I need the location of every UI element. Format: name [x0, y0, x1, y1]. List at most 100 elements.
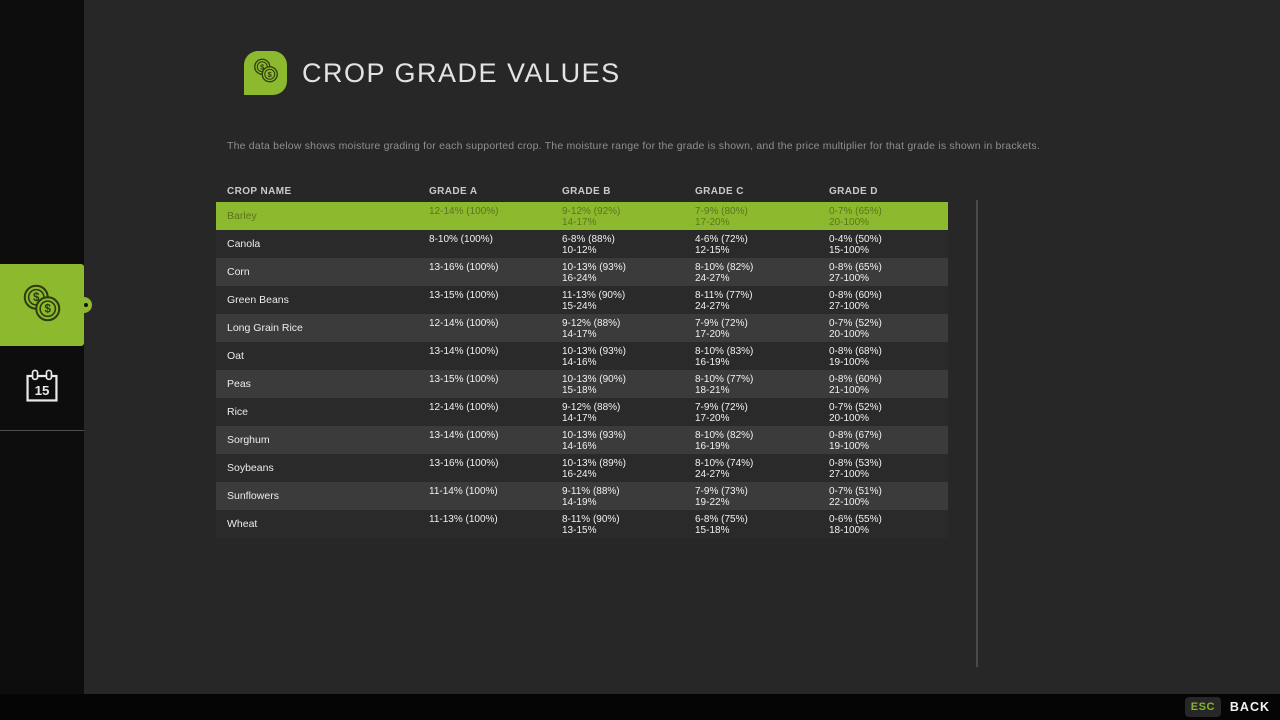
table-row[interactable]: Corn 13-16% (100%) 10-13% (93%) 16-24% 8-… [216, 258, 948, 286]
grade-value-line: 16-19% [695, 441, 730, 452]
grade-c-cell: 8-10% (74%) 24-27% [695, 454, 829, 482]
grade-b-cell: 9-12% (88%) 14-17% [562, 314, 695, 342]
active-tab-dot [84, 303, 88, 307]
grade-value-line: 13-15% (100%) [429, 374, 499, 385]
grade-value-line: 17-20% [695, 329, 730, 340]
table-row[interactable]: Rice 12-14% (100%) 9-12% (88%) 14-17% 7-9… [216, 398, 948, 426]
grade-d-cell: 0-8% (60%) 27-100% [829, 286, 948, 314]
grade-value-line: 27-100% [829, 301, 870, 312]
grade-c-cell: 8-10% (82%) 24-27% [695, 258, 829, 286]
grade-b-cell: 11-13% (90%) 15-24% [562, 286, 695, 314]
column-header-grade-c: GRADE C [695, 185, 744, 197]
grade-value-line: 0-7% (52%) [829, 318, 882, 329]
grade-value-line: 6-8% (88%) [562, 234, 615, 245]
table-row[interactable]: Peas 13-15% (100%) 10-13% (90%) 15-18% 8-… [216, 370, 948, 398]
grade-value-line: 10-13% (93%) [562, 430, 626, 441]
grade-value-line: 15-24% [562, 301, 597, 312]
grade-c-cell: 7-9% (73%) 19-22% [695, 482, 829, 510]
grade-c-cell: 6-8% (75%) 15-18% [695, 510, 829, 538]
grade-value-line: 9-12% (92%) [562, 206, 621, 217]
column-header-grade-d: GRADE D [829, 185, 878, 197]
grade-d-cell: 0-4% (50%) 15-100% [829, 230, 948, 258]
grade-a-cell: 13-14% (100%) [429, 342, 562, 370]
grade-value-line: 10-12% [562, 245, 597, 256]
grade-value-line: 15-18% [562, 385, 597, 396]
grade-d-cell: 0-7% (65%) 20-100% [829, 202, 948, 230]
grade-value-line: 19-100% [829, 441, 870, 452]
grade-value-line: 21-100% [829, 385, 870, 396]
table-row[interactable]: Canola 8-10% (100%) 6-8% (88%) 10-12% 4-6… [216, 230, 948, 258]
grade-d-cell: 0-7% (52%) 20-100% [829, 398, 948, 426]
grade-value-line: 27-100% [829, 469, 870, 480]
grade-b-cell: 6-8% (88%) 10-12% [562, 230, 695, 258]
grade-value-line: 0-8% (68%) [829, 346, 882, 357]
grade-value-line: 4-6% (72%) [695, 234, 748, 245]
grade-value-line: 20-100% [829, 413, 870, 424]
grade-value-line: 0-7% (65%) [829, 206, 882, 217]
table-row[interactable]: Sunflowers 11-14% (100%) 9-11% (88%) 14-1… [216, 482, 948, 510]
crop-name-cell: Sunflowers [227, 490, 279, 502]
crop-name-cell: Green Beans [227, 294, 289, 306]
grade-value-line: 10-13% (90%) [562, 374, 626, 385]
svg-text:$: $ [260, 62, 265, 71]
grade-value-line: 12-14% (100%) [429, 402, 499, 413]
grade-value-line: 8-10% (100%) [429, 234, 493, 245]
grade-value-line: 13-16% (100%) [429, 458, 499, 469]
crop-name-cell: Wheat [227, 518, 258, 530]
grade-value-line: 13-14% (100%) [429, 430, 499, 441]
sidebar-tab-crop-prices[interactable]: $ $ [0, 264, 92, 346]
grade-c-cell: 7-9% (72%) 17-20% [695, 314, 829, 342]
grade-value-line: 17-20% [695, 413, 730, 424]
grade-value-line: 7-9% (72%) [695, 402, 748, 413]
crop-name-cell: Sorghum [227, 434, 270, 446]
grade-value-line: 7-9% (72%) [695, 318, 748, 329]
table-row[interactable]: Barley 12-14% (100%) 9-12% (92%) 14-17% 7… [216, 202, 948, 230]
grade-value-line: 22-100% [829, 497, 870, 508]
grade-d-cell: 0-8% (53%) 27-100% [829, 454, 948, 482]
grade-value-line: 0-8% (67%) [829, 430, 882, 441]
grade-value-line: 8-10% (83%) [695, 346, 754, 357]
grade-value-line: 19-22% [695, 497, 730, 508]
grade-a-cell: 13-16% (100%) [429, 454, 562, 482]
grade-b-cell: 10-13% (93%) 16-24% [562, 258, 695, 286]
grade-value-line: 19-100% [829, 357, 870, 368]
grade-value-line: 10-13% (93%) [562, 262, 626, 273]
table-row[interactable]: Soybeans 13-16% (100%) 10-13% (89%) 16-24… [216, 454, 948, 482]
grade-c-cell: 4-6% (72%) 12-15% [695, 230, 829, 258]
page-description: The data below shows moisture grading fo… [227, 140, 1040, 152]
grade-value-line: 18-21% [695, 385, 730, 396]
grade-d-cell: 0-7% (51%) 22-100% [829, 482, 948, 510]
page-title-icon-bubble: $ $ [244, 51, 287, 95]
grade-value-line: 8-10% (74%) [695, 458, 754, 469]
grade-value-line: 17-20% [695, 217, 730, 228]
table-scrollbar[interactable] [976, 200, 978, 667]
table-row[interactable]: Green Beans 13-15% (100%) 11-13% (90%) 15… [216, 286, 948, 314]
table-row[interactable]: Oat 13-14% (100%) 10-13% (93%) 14-16% 8-1… [216, 342, 948, 370]
table-row[interactable]: Wheat 11-13% (100%) 8-11% (90%) 13-15% 6-… [216, 510, 948, 538]
grade-value-line: 9-11% (88%) [562, 486, 620, 497]
table-row[interactable]: Long Grain Rice 12-14% (100%) 9-12% (88%… [216, 314, 948, 342]
table-row[interactable]: Sorghum 13-14% (100%) 10-13% (93%) 14-16%… [216, 426, 948, 454]
grade-value-line: 0-7% (51%) [829, 486, 882, 497]
grade-value-line: 8-10% (82%) [695, 430, 754, 441]
grade-value-line: 9-12% (88%) [562, 318, 621, 329]
grade-value-line: 7-9% (73%) [695, 486, 748, 497]
grade-value-line: 11-13% (100%) [429, 514, 498, 525]
grade-a-cell: 12-14% (100%) [429, 398, 562, 426]
column-header-grade-a: GRADE A [429, 185, 478, 197]
svg-text:$: $ [267, 70, 272, 79]
crop-grade-table: CROP NAME GRADE A GRADE B GRADE C GRADE … [216, 180, 948, 538]
grade-c-cell: 8-10% (82%) 16-19% [695, 426, 829, 454]
grade-value-line: 12-14% (100%) [429, 318, 499, 329]
grade-a-cell: 11-13% (100%) [429, 510, 562, 538]
grade-c-cell: 8-10% (77%) 18-21% [695, 370, 829, 398]
sidebar: $ $ 15 [0, 0, 92, 694]
back-button-label: BACK [1229, 700, 1270, 714]
crop-name-cell: Oat [227, 350, 244, 362]
sidebar-tab-calendar[interactable]: 15 [0, 346, 84, 430]
esc-key-badge[interactable]: ESC [1184, 697, 1221, 717]
grade-a-cell: 12-14% (100%) [429, 202, 562, 230]
calendar-icon: 15 [22, 366, 62, 411]
grade-value-line: 12-14% (100%) [429, 206, 499, 217]
grade-value-line: 16-19% [695, 357, 730, 368]
